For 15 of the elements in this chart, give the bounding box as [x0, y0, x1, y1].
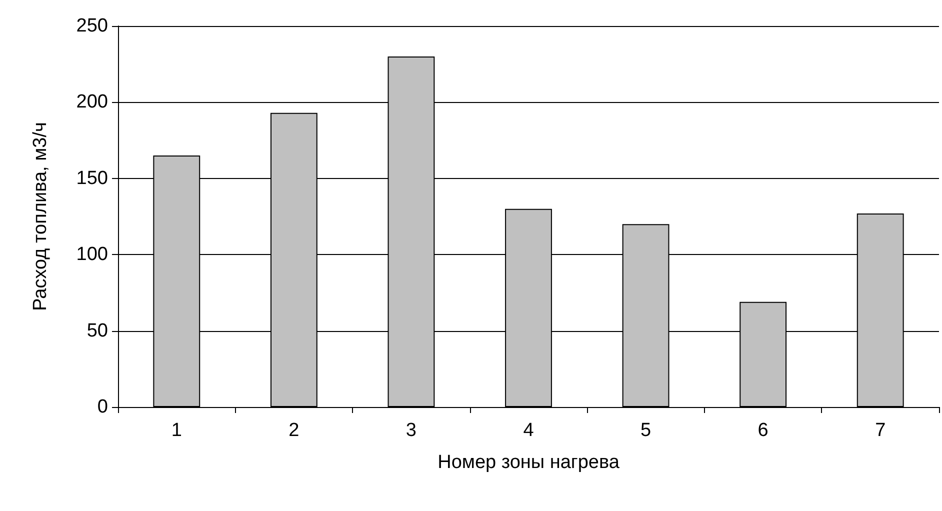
y-tick-label: 200 [76, 92, 108, 113]
x-tick-label: 1 [171, 420, 182, 441]
x-tick-label: 4 [523, 420, 534, 441]
y-tick-label: 250 [76, 16, 108, 36]
y-axis-title: Расход топлива, м3/ч [30, 122, 51, 311]
x-tick-label: 6 [758, 420, 768, 441]
y-tick-label: 150 [76, 168, 108, 189]
y-tick-label: 100 [76, 244, 108, 266]
x-tick-label: 3 [406, 420, 417, 441]
x-tick-label: 2 [288, 420, 300, 441]
x-tick-label: 7 [875, 420, 886, 441]
x-tick-label: 5 [640, 420, 652, 441]
y-tick-label: 50 [86, 320, 108, 342]
x-axis-title: Номер зоны нагрева [438, 452, 620, 473]
y-tick-label: 0 [97, 396, 108, 418]
